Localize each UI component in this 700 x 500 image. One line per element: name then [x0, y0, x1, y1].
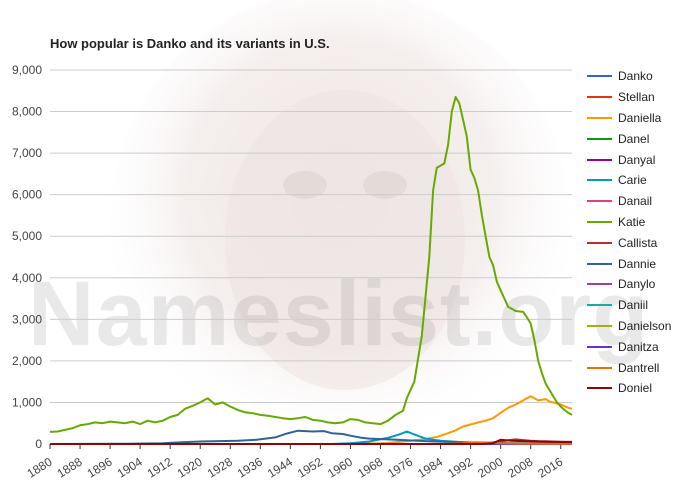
legend-item-danko[interactable]: Danko: [587, 66, 671, 87]
legend-swatch: [587, 387, 612, 390]
x-tick-label: 1968: [355, 455, 385, 481]
legend-swatch: [587, 345, 612, 348]
legend-item-danylo[interactable]: Danylo: [587, 274, 671, 295]
x-tick-label: 1928: [205, 455, 235, 481]
legend-item-danielson[interactable]: Danielson: [587, 316, 671, 337]
series-line-dannie: [49, 429, 573, 445]
legend-swatch: [587, 366, 612, 369]
legend-item-daniella[interactable]: Daniella: [587, 108, 671, 129]
legend-item-danitza[interactable]: Danitza: [587, 336, 671, 357]
legend-label: Danylo: [618, 277, 656, 292]
legend-swatch: [587, 75, 612, 78]
legend-label: Danail: [618, 194, 653, 209]
legend-swatch: [587, 200, 612, 203]
x-tick-label: 1880: [25, 455, 55, 481]
legend-item-katie[interactable]: Katie: [587, 212, 671, 233]
legend-label: Danyal: [618, 152, 656, 167]
legend-swatch: [587, 304, 612, 307]
legend-item-danail[interactable]: Danail: [587, 191, 671, 212]
y-tick-label: 8,000: [12, 105, 42, 119]
y-tick-label: 3,000: [12, 312, 42, 326]
x-tick-label: 1896: [85, 455, 115, 481]
x-tick-label: 1984: [415, 455, 445, 481]
y-tick-label: 5,000: [12, 229, 42, 243]
chart-legend: Danko Stellan Daniella Danel Danyal Carie Dana…: [587, 66, 671, 399]
y-tick-label: 7,000: [12, 146, 42, 160]
legend-swatch: [587, 241, 612, 244]
legend-item-stellan[interactable]: Stellan: [587, 87, 671, 108]
legend-swatch: [587, 324, 612, 327]
y-tick-label: 1,000: [12, 395, 42, 409]
legend-swatch: [587, 137, 612, 140]
legend-item-danyal[interactable]: Danyal: [587, 149, 671, 170]
legend-item-danel[interactable]: Danel: [587, 128, 671, 149]
x-tick-label: 1992: [445, 455, 475, 481]
legend-swatch: [587, 116, 612, 119]
legend-label: Dannie: [618, 256, 657, 271]
legend-swatch: [587, 179, 612, 182]
x-tick-label: 2016: [535, 455, 565, 481]
legend-item-dannie[interactable]: Dannie: [587, 253, 671, 274]
x-tick-label: 1904: [115, 455, 145, 481]
legend-label: Danel: [618, 131, 650, 146]
x-tick-label: 1944: [265, 455, 295, 481]
x-tick-label: 1960: [325, 455, 355, 481]
series-line-doniel: [50, 438, 573, 445]
legend-item-dantrell[interactable]: Dantrell: [587, 357, 671, 378]
y-tick-label: 9,000: [12, 63, 42, 77]
x-tick-label: 2008: [505, 455, 535, 481]
series-line-daniella: [50, 395, 573, 445]
legend-swatch: [587, 220, 612, 223]
legend-item-doniel[interactable]: Doniel: [587, 378, 671, 399]
legend-label: Katie: [618, 214, 646, 229]
x-tick-label: 1920: [175, 455, 205, 481]
legend-label: Danielson: [618, 318, 672, 333]
x-tick-label: 2000: [475, 455, 505, 481]
legend-swatch: [587, 283, 612, 286]
y-tick-label: 6,000: [12, 188, 42, 202]
legend-label: Danko: [618, 69, 653, 84]
legend-label: Dantrell: [618, 360, 660, 375]
x-tick-label: 1888: [55, 455, 85, 481]
legend-item-carie[interactable]: Carie: [587, 170, 671, 191]
series-line-katie: [49, 96, 573, 433]
legend-swatch: [587, 158, 612, 161]
x-tick-label: 1976: [385, 455, 415, 481]
y-tick-label: 2,000: [12, 354, 42, 368]
legend-label: Daniella: [618, 110, 662, 125]
y-tick-label: 4,000: [12, 271, 42, 285]
x-tick-label: 1936: [235, 455, 265, 481]
legend-swatch: [587, 262, 612, 265]
legend-swatch: [587, 96, 612, 99]
x-tick-label: 1912: [145, 455, 175, 481]
chart-title: How popular is Danko and its variants in…: [50, 36, 330, 51]
legend-label: Stellan: [618, 90, 655, 105]
legend-label: Carie: [618, 173, 647, 188]
x-tick-label: 1952: [295, 455, 325, 481]
legend-label: Danitza: [618, 339, 659, 354]
legend-label: Doniel: [618, 381, 653, 396]
y-tick-label: 0: [35, 437, 42, 451]
legend-label: Daniil: [618, 298, 649, 313]
legend-item-daniil[interactable]: Daniil: [587, 295, 671, 316]
legend-label: Callista: [618, 235, 658, 250]
legend-item-callista[interactable]: Callista: [587, 232, 671, 253]
